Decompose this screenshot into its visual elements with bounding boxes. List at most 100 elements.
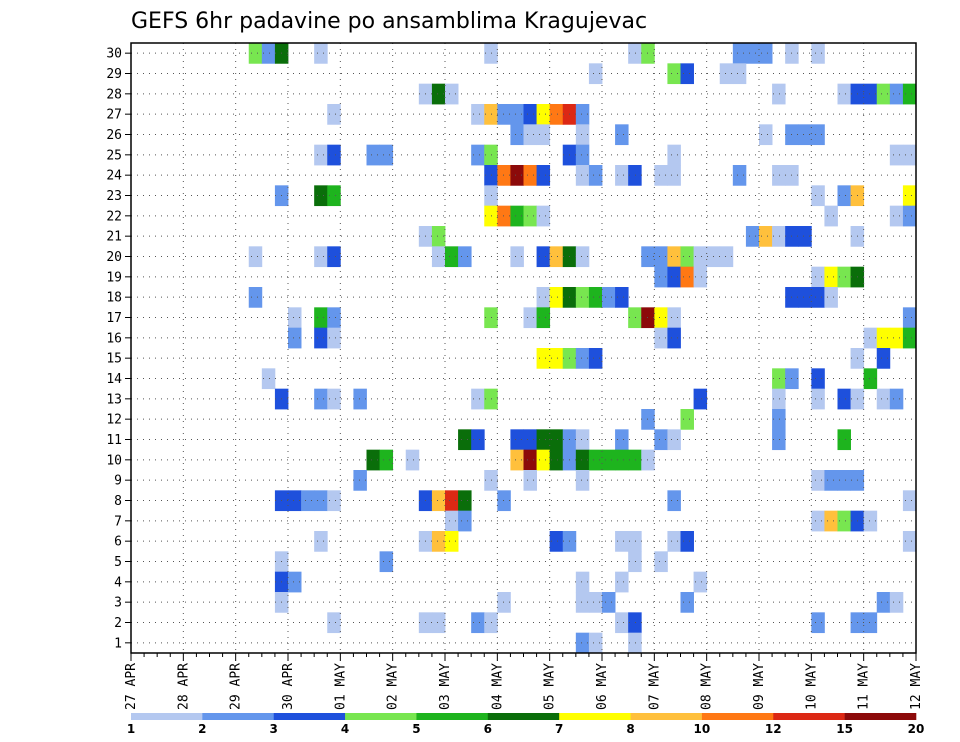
precip-cell [314,185,328,207]
colorbar-swatch [345,713,417,720]
precip-cell [745,43,760,64]
precip-cell [628,531,642,552]
precip-cell [876,348,891,369]
precip-cell [680,63,694,85]
precip-cell [719,63,734,85]
precip-cell [837,510,851,532]
precip-cell [575,104,590,125]
precip-cell [863,510,878,532]
precip-cell [549,449,564,471]
precip-cell [536,165,551,186]
precip-cell [327,388,341,410]
precip-cell [693,388,708,410]
x-tick-label: 30 APR [281,663,296,710]
colorbar-tick-label: 7 [555,722,563,736]
precip-cell [327,307,341,329]
y-tick-label: 24 [106,169,122,184]
x-tick-label: 29 APR [229,663,244,710]
precip-cell [523,449,537,471]
precip-cell [811,388,825,410]
precip-cell [628,449,642,471]
precip-cell [811,470,825,491]
precip-cell [549,104,564,125]
y-tick-label: 7 [114,514,122,529]
precip-cell [654,246,668,268]
precip-cell [484,307,498,329]
precip-cell [549,287,564,308]
precip-cell [615,429,629,451]
precip-cell [575,124,590,146]
x-tick-label: 02 MAY [386,663,401,710]
precip-cell [588,449,603,471]
precip-cell [667,63,681,85]
precip-cell [602,287,616,308]
precip-cell [615,449,629,471]
precip-cell [575,571,590,593]
precip-cell [314,531,328,552]
y-tick-label: 23 [106,189,122,204]
precip-cell [876,592,891,613]
precip-cell [497,490,511,512]
precip-cell [484,185,498,207]
precip-cell [536,205,551,227]
precip-cell [431,531,446,552]
precip-cell [366,144,380,166]
colorbar: 1 2 3 4 5 6 7 8 10 12 15 20 [127,713,924,736]
colorbar-swatch [844,713,917,720]
precip-cell [327,490,341,512]
y-tick-label: 21 [106,230,122,245]
precip-cell [628,612,642,634]
precip-cell [497,592,511,613]
precip-cell [575,592,590,613]
precip-cell [667,307,681,329]
precip-cell [628,307,642,329]
precip-cell [431,83,446,105]
precip-cell [523,124,537,146]
colorbar-tick-label: 8 [626,722,634,736]
precip-cell [680,246,694,268]
precip-cell [889,388,904,410]
precip-cell [471,388,485,410]
precip-cell [772,226,786,247]
precip-cell [667,165,681,186]
precip-cell [327,327,341,349]
precip-cell [811,43,825,64]
y-tick-label: 28 [106,87,122,102]
precip-cell [876,327,891,349]
x-tick-label: 27 APR [124,663,139,710]
precip-cell [615,531,629,552]
precip-cell [405,449,420,471]
precip-cell [654,429,668,451]
colorbar-tick-label: 15 [836,722,853,736]
precip-cell [772,368,786,390]
precip-cell [484,470,498,491]
precip-cell [667,531,681,552]
colorbar-swatch [701,713,774,720]
precip-cell [837,266,851,288]
precip-cell [327,612,341,634]
precip-cell [680,531,694,552]
precip-cell [510,205,524,227]
precip-cell [588,63,603,85]
precip-cell [353,388,367,410]
precip-cell [445,531,459,552]
precip-cell [536,429,551,451]
colorbar-tick-label: 10 [694,722,711,736]
precip-cell [667,327,681,349]
precip-cell [759,43,773,64]
precip-cell [248,43,263,64]
x-tick-label: 03 MAY [438,663,453,710]
precip-cell [811,368,825,390]
precip-cell [536,449,551,471]
y-tick-label: 19 [106,270,122,285]
precip-cell [654,307,668,329]
precip-cell [772,409,786,430]
precip-cell [484,388,498,410]
precip-cell [628,632,642,654]
colorbar-tick-label: 5 [412,722,420,736]
x-tick-label: 06 MAY [595,663,610,710]
precip-cell [379,449,394,471]
precip-cell [549,246,564,268]
colorbar-swatch [487,713,560,720]
precip-cell [484,612,498,634]
